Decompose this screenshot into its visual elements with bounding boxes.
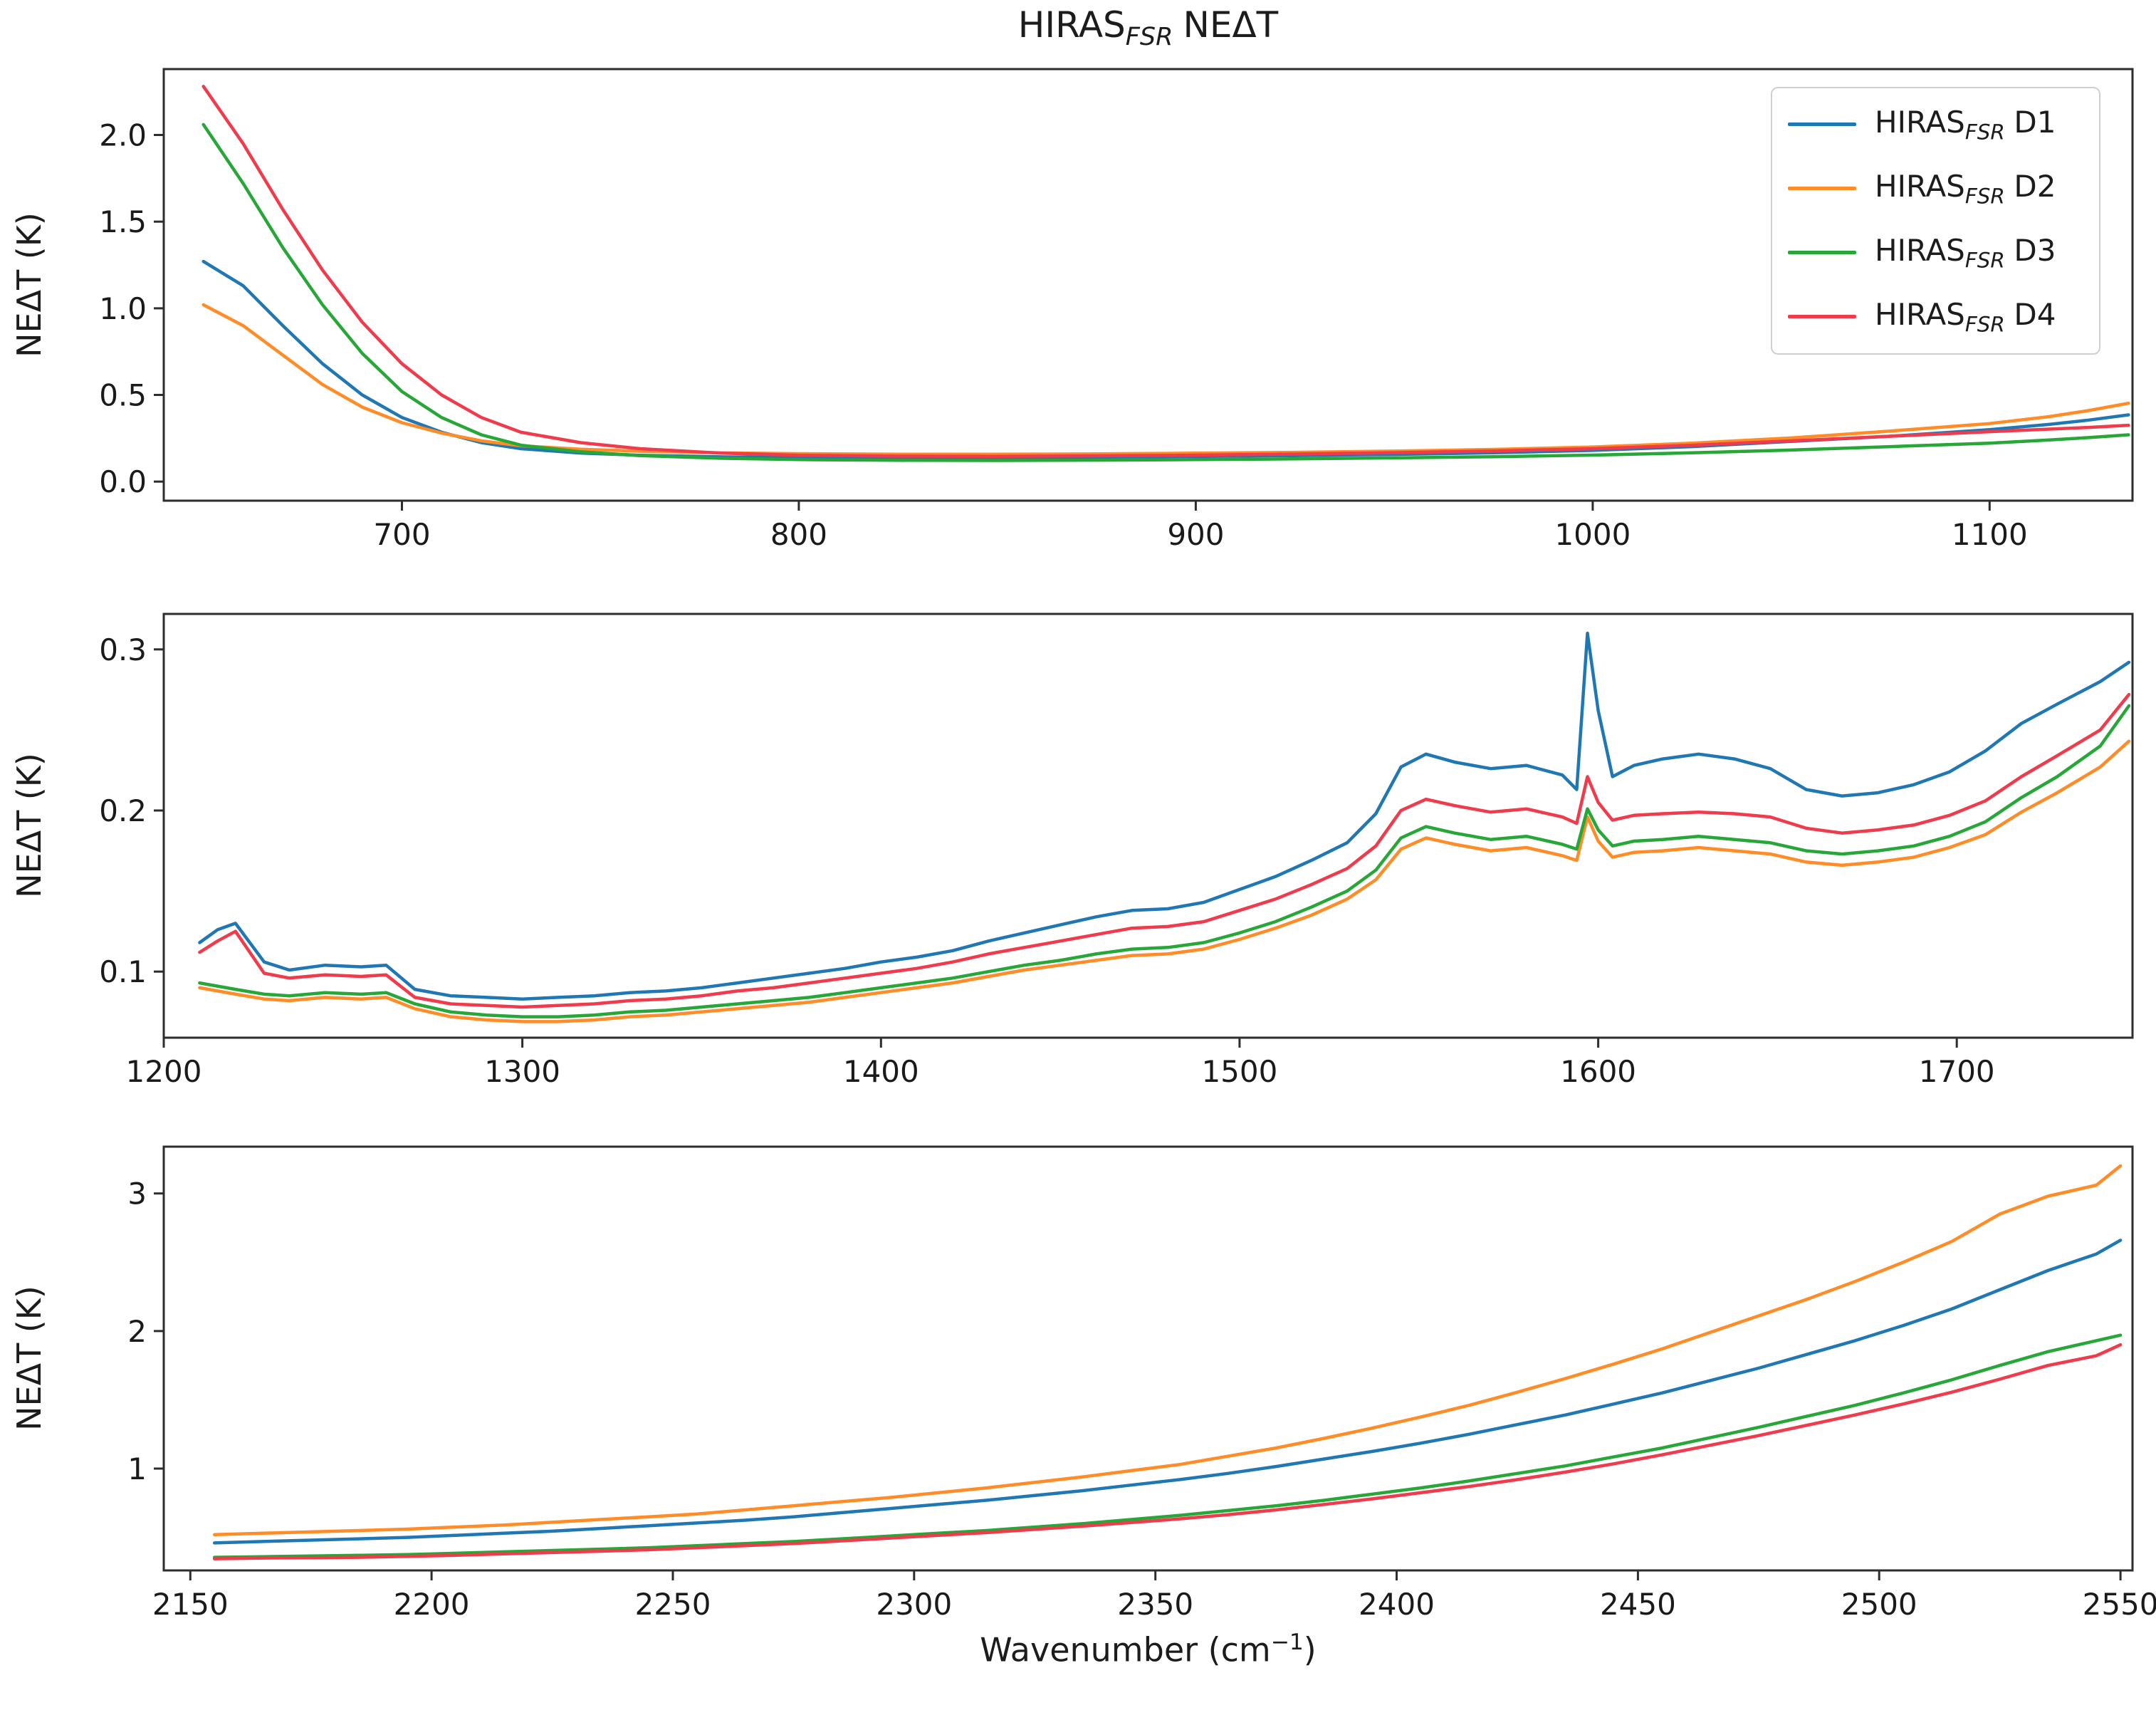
x-tick-label: 1100 <box>1952 517 2028 552</box>
series-line-d3-subplot-2 <box>198 704 2131 1018</box>
series-line-d1-subplot-3 <box>212 1239 2123 1545</box>
y-tick-label: 0.0 <box>99 464 147 499</box>
legend-item-d4: HIRASFSR D4 <box>1788 297 2099 337</box>
x-tick-label: 2150 <box>152 1587 229 1622</box>
y-tick-label: 0.1 <box>99 954 147 989</box>
axes-frame-subplot-1 <box>162 68 2134 502</box>
y-tick-label: 1.0 <box>99 291 147 326</box>
series-line-d3-subplot-3 <box>212 1333 2123 1559</box>
x-tick-label: 2300 <box>876 1587 952 1622</box>
x-tick-label: 900 <box>1167 517 1224 552</box>
x-tick-label: 2250 <box>635 1587 711 1622</box>
legend-label-d4: HIRASFSR D4 <box>1875 297 2056 337</box>
series-line-d3-subplot-1 <box>202 123 2130 462</box>
x-tick-label: 2550 <box>2083 1587 2156 1622</box>
series-line-d4-subplot-1 <box>202 85 2130 458</box>
series-line-d2-subplot-3 <box>212 1164 2123 1537</box>
ylabel-subplot-1: NEΔT (K) <box>10 212 48 358</box>
xlabel: Wavenumber (cm−1) <box>980 1630 1317 1669</box>
chart-title: HIRASFSR NEΔT <box>1017 4 1279 51</box>
legend-label-d2: HIRASFSR D2 <box>1875 169 2056 209</box>
y-tick-label: 1.5 <box>99 204 147 239</box>
legend-line-d3 <box>1788 251 1856 255</box>
y-tick-label: 1 <box>127 1451 147 1486</box>
y-tick-label: 2.0 <box>99 118 147 153</box>
x-tick-label: 1700 <box>1919 1054 1995 1089</box>
series-line-d4-subplot-3 <box>212 1343 2123 1560</box>
x-tick-label: 1400 <box>843 1054 919 1089</box>
legend-line-d2 <box>1788 187 1856 191</box>
x-tick-label: 700 <box>373 517 430 552</box>
x-tick-label: 2200 <box>394 1587 470 1622</box>
y-tick-label: 0.2 <box>99 793 147 828</box>
ylabel-subplot-2: NEΔT (K) <box>10 753 48 898</box>
x-tick-label: 2500 <box>1841 1587 1917 1622</box>
x-tick-label: 1200 <box>126 1054 202 1089</box>
x-tick-label: 2400 <box>1359 1587 1435 1622</box>
axes-frame-subplot-3 <box>162 1145 2134 1572</box>
x-tick-label: 2350 <box>1117 1587 1193 1622</box>
legend: HIRASFSR D1 HIRASFSR D2 HIRASFSR D3 HIRASFSR D4 <box>1771 87 2100 355</box>
legend-item-d1: HIRASFSR D1 <box>1788 105 2099 145</box>
ylabel-subplot-3: NEΔT (K) <box>10 1286 48 1431</box>
legend-label-d3: HIRASFSR D3 <box>1875 233 2056 273</box>
legend-label-d1: HIRASFSR D1 <box>1875 105 2056 145</box>
x-tick-label: 800 <box>770 517 827 552</box>
legend-line-d1 <box>1788 123 1856 127</box>
x-tick-label: 2450 <box>1600 1587 1676 1622</box>
series-line-d1-subplot-2 <box>198 631 2131 1001</box>
legend-item-d3: HIRASFSR D3 <box>1788 233 2099 273</box>
x-tick-label: 1600 <box>1560 1054 1636 1089</box>
y-tick-label: 0.3 <box>99 632 147 667</box>
x-tick-label: 1000 <box>1554 517 1631 552</box>
series-line-d2-subplot-1 <box>202 303 2130 457</box>
x-tick-label: 1500 <box>1201 1054 1277 1089</box>
y-tick-label: 2 <box>127 1314 147 1349</box>
series-line-d2-subplot-2 <box>198 739 2131 1023</box>
legend-line-d4 <box>1788 315 1856 319</box>
legend-item-d2: HIRASFSR D2 <box>1788 169 2099 209</box>
series-line-d4-subplot-2 <box>198 692 2131 1009</box>
x-tick-label: 1300 <box>484 1054 560 1089</box>
axes-frame-subplot-2 <box>162 612 2134 1039</box>
y-tick-label: 3 <box>127 1177 147 1211</box>
y-tick-label: 0.5 <box>99 378 147 413</box>
